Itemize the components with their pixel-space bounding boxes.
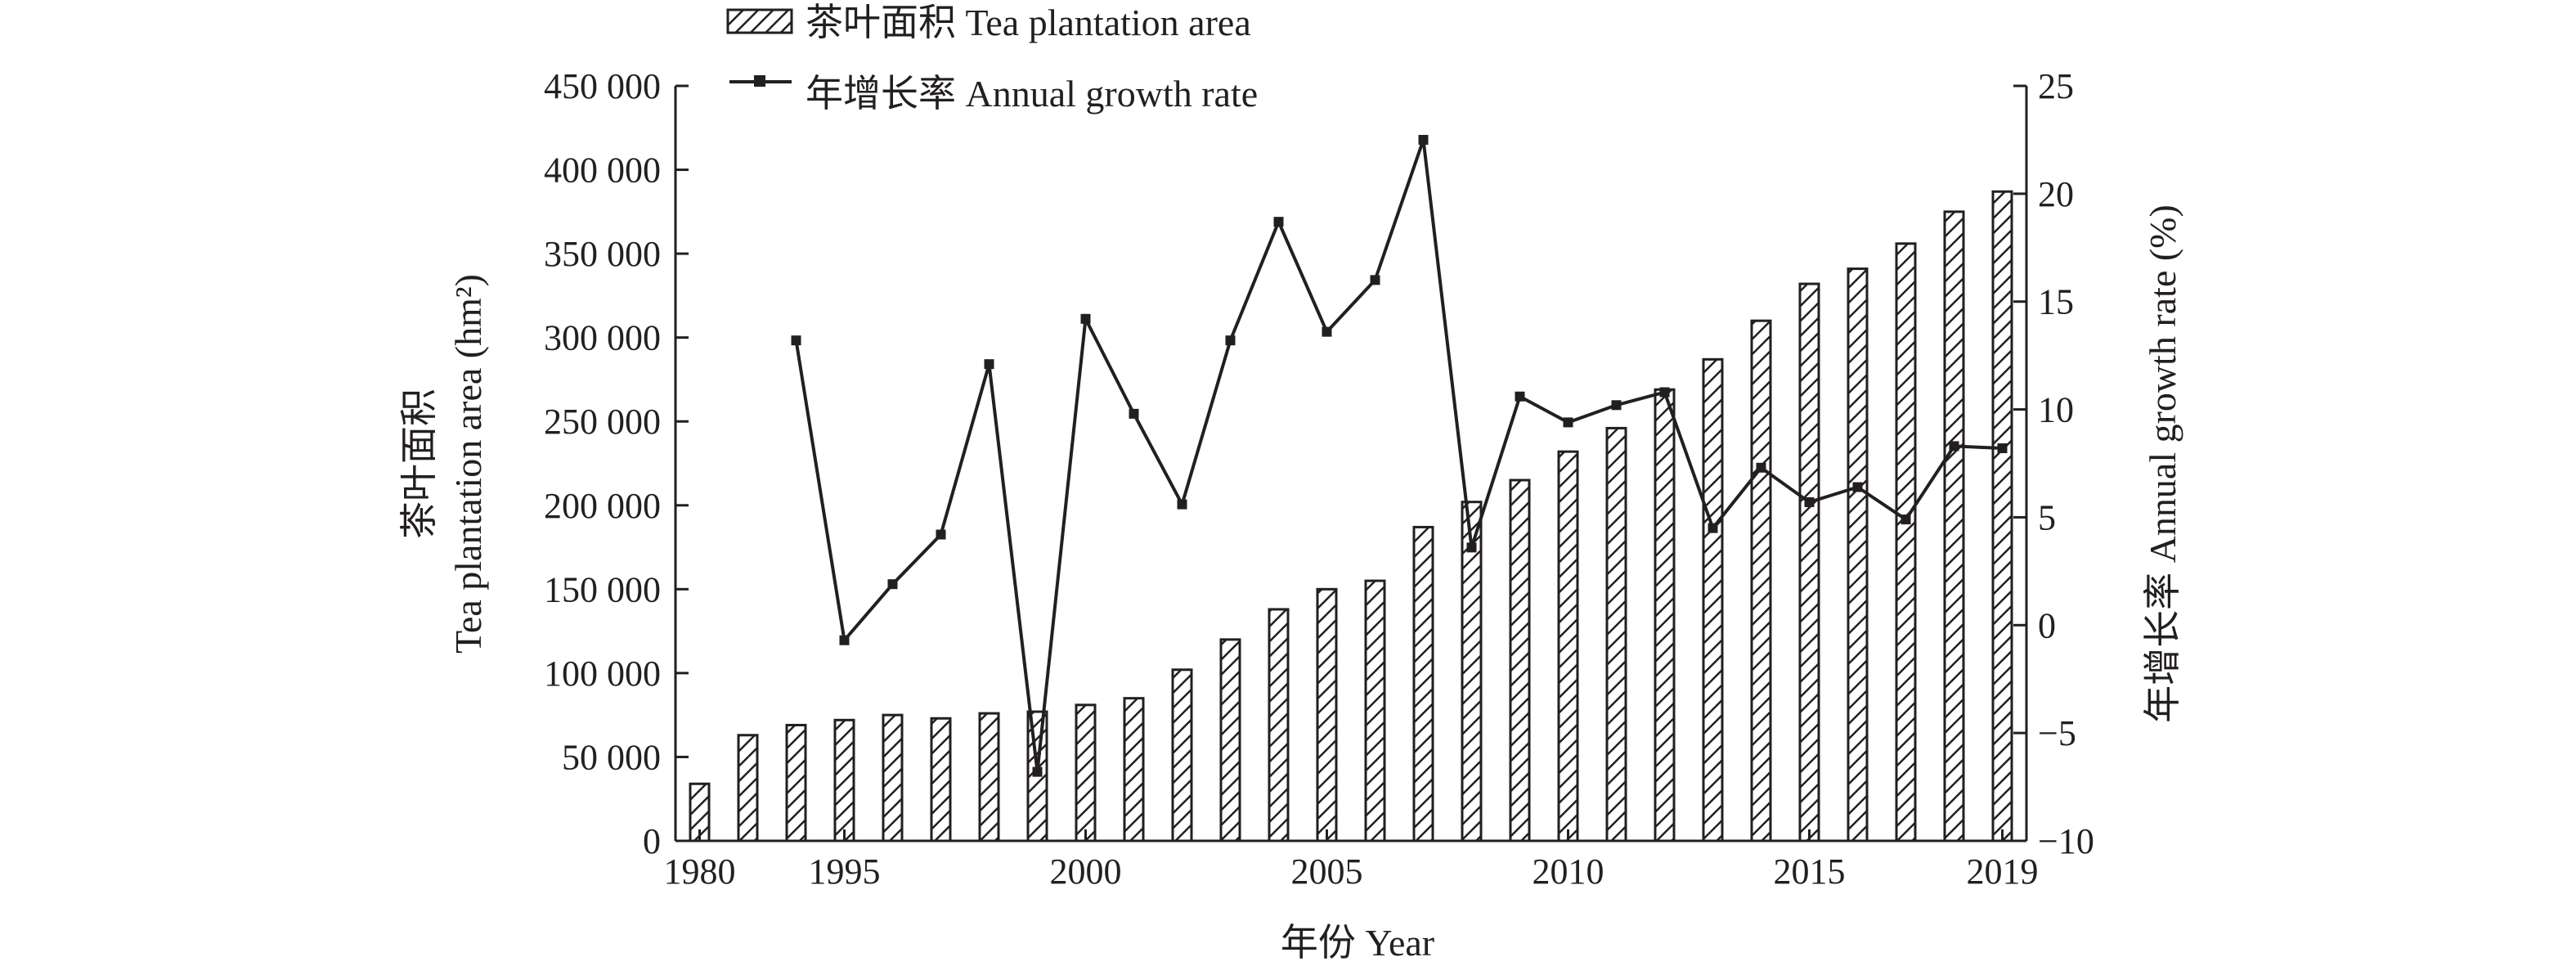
y-right-title: 年增长率 Annual growth rate (%) bbox=[2142, 204, 2183, 723]
x-tick-label: 2000 bbox=[1050, 851, 1122, 892]
growth-point-2017 bbox=[1901, 514, 1911, 525]
bar-2006 bbox=[1364, 579, 1386, 842]
growth-point-1999 bbox=[1032, 766, 1043, 777]
x-tick-label: 2019 bbox=[1967, 851, 2039, 892]
bar-1997 bbox=[930, 717, 952, 842]
growth-point-2005 bbox=[1322, 326, 1332, 337]
growth-point-2004 bbox=[1273, 217, 1284, 227]
y-right-tick-label: 15 bbox=[2038, 282, 2074, 322]
growth-point-2016 bbox=[1852, 482, 1863, 492]
y-right-tick-label: 10 bbox=[2038, 390, 2074, 430]
bar-2011 bbox=[1605, 426, 1627, 842]
y-left-tick-label: 0 bbox=[643, 821, 661, 861]
y-left-tick-label: 250 000 bbox=[544, 402, 661, 442]
bar-1996 bbox=[882, 713, 904, 842]
bar-2004 bbox=[1268, 608, 1290, 842]
tick-labels-group: 0 50 000 100 000 150 000 200 000 250 000 300 0… bbox=[544, 66, 2094, 892]
growth-point-2014 bbox=[1756, 462, 1766, 473]
bar-2001 bbox=[1123, 697, 1145, 842]
bar-2003 bbox=[1219, 638, 1241, 842]
growth-point-1998 bbox=[984, 359, 994, 370]
y-left-tick-label: 200 000 bbox=[544, 486, 661, 526]
growth-point-2003 bbox=[1225, 335, 1236, 346]
legend: 茶叶面积 Tea plantation area 年增长率 Annual gro… bbox=[726, 2, 1258, 115]
x-tick-label: 1980 bbox=[664, 851, 736, 892]
growth-point-1995 bbox=[839, 635, 850, 645]
bar-1993 bbox=[737, 734, 759, 842]
y-left-tick-label: 400 000 bbox=[544, 151, 661, 191]
legend-line-marker bbox=[754, 75, 765, 87]
bar-2017 bbox=[1895, 242, 1917, 842]
bar-1995 bbox=[833, 718, 855, 842]
bar-1998 bbox=[978, 712, 1000, 842]
bar-2010 bbox=[1557, 450, 1579, 842]
bar-2016 bbox=[1847, 267, 1869, 842]
bars-group bbox=[689, 190, 2013, 842]
bar-1994 bbox=[785, 723, 807, 842]
y-right-tick-label: −10 bbox=[2038, 821, 2094, 861]
x-tick-label: 1995 bbox=[809, 851, 881, 892]
y-right-tick-label: 20 bbox=[2038, 174, 2074, 214]
axes-group bbox=[674, 84, 2028, 842]
bar-2009 bbox=[1509, 479, 1531, 842]
growth-point-2006 bbox=[1370, 275, 1380, 285]
x-axis-title: 年份 Year bbox=[1281, 922, 1434, 964]
bar-2005 bbox=[1316, 587, 1338, 842]
y-left-tick-label: 450 000 bbox=[544, 66, 661, 106]
growth-point-1997 bbox=[936, 529, 946, 540]
bar-2007 bbox=[1412, 525, 1434, 842]
y-left-tick-label: 300 000 bbox=[544, 318, 661, 358]
growth-point-2009 bbox=[1515, 391, 1525, 402]
legend-bar-label: 茶叶面积 Tea plantation area bbox=[806, 2, 1251, 43]
x-tick-label: 2005 bbox=[1291, 851, 1363, 892]
growth-point-2015 bbox=[1804, 496, 1815, 507]
y-left-tick-label: 50 000 bbox=[562, 737, 661, 777]
bar-2015 bbox=[1798, 282, 1820, 842]
y-left-title-en: Tea plantation area (hm²) bbox=[447, 274, 489, 654]
y-right-tick-label: 25 bbox=[2038, 66, 2074, 106]
bar-2019 bbox=[1991, 190, 2013, 842]
y-left-tick-label: 350 000 bbox=[544, 234, 661, 274]
growth-rate-line bbox=[794, 139, 2003, 772]
legend-bar-swatch bbox=[726, 8, 793, 34]
legend-line-label: 年增长率 Annual growth rate bbox=[806, 73, 1258, 115]
bar-2018 bbox=[1943, 210, 1965, 842]
growth-point-2008 bbox=[1466, 542, 1477, 553]
y-right-tick-label: −5 bbox=[2038, 713, 2076, 753]
growth-line-group bbox=[791, 134, 2008, 777]
bar-2000 bbox=[1075, 703, 1097, 842]
growth-point-2007 bbox=[1418, 134, 1429, 145]
x-tick-label: 2010 bbox=[1533, 851, 1604, 892]
bar-2012 bbox=[1654, 388, 1676, 842]
bar-2013 bbox=[1702, 357, 1724, 842]
growth-point-2002 bbox=[1177, 499, 1187, 510]
growth-point-2012 bbox=[1659, 387, 1670, 398]
growth-point-2001 bbox=[1129, 408, 1139, 419]
bar-2014 bbox=[1750, 319, 1772, 842]
growth-point-1996 bbox=[887, 579, 898, 590]
y-right-tick-label: 5 bbox=[2038, 497, 2056, 537]
growth-point-2000 bbox=[1080, 313, 1091, 324]
y-right-tick-label: 0 bbox=[2038, 605, 2056, 645]
bar-2002 bbox=[1171, 668, 1193, 842]
growth-point-2011 bbox=[1611, 400, 1622, 411]
growth-point-2013 bbox=[1708, 523, 1718, 533]
y-left-tick-label: 100 000 bbox=[544, 654, 661, 694]
growth-point-2018 bbox=[1949, 441, 1959, 452]
y-left-title-cn: 茶叶面积 bbox=[398, 389, 440, 539]
bar-2008 bbox=[1461, 501, 1483, 842]
growth-point-1994 bbox=[791, 335, 801, 346]
growth-point-2010 bbox=[1563, 417, 1573, 428]
x-tick-label: 2015 bbox=[1774, 851, 1846, 892]
growth-point-2019 bbox=[1997, 443, 2008, 454]
y-left-tick-label: 150 000 bbox=[544, 569, 661, 609]
